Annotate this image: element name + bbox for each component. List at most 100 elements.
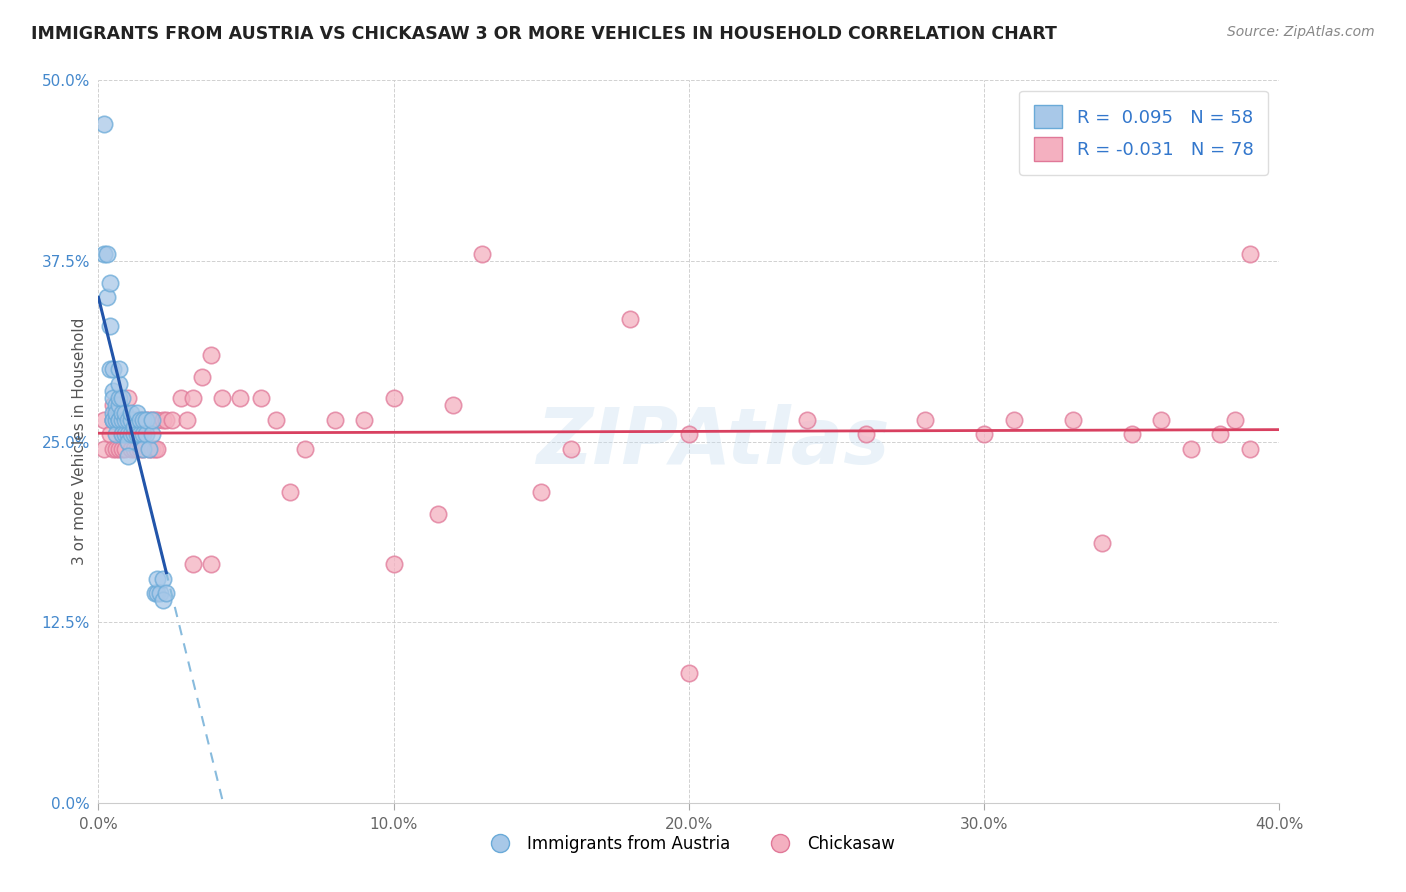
Point — [103, 398, 125, 412]
Point — [111, 406, 134, 420]
Point — [111, 413, 134, 427]
Point — [103, 413, 125, 427]
Point — [152, 593, 174, 607]
Point — [96, 246, 118, 260]
Text: IMMIGRANTS FROM AUSTRIA VS CHICKASAW 3 OR MORE VEHICLES IN HOUSEHOLD CORRELATION: IMMIGRANTS FROM AUSTRIA VS CHICKASAW 3 O… — [31, 25, 1057, 43]
Point — [678, 665, 700, 680]
Point — [162, 413, 183, 427]
Point — [143, 586, 166, 600]
Point — [152, 413, 174, 427]
Point — [93, 442, 115, 456]
Point — [138, 442, 160, 456]
Point — [132, 413, 155, 427]
Point — [111, 413, 134, 427]
Point — [105, 413, 128, 427]
Point — [114, 427, 136, 442]
Point — [353, 413, 375, 427]
Point — [200, 348, 222, 362]
Point — [103, 362, 125, 376]
Point — [111, 427, 134, 442]
Point — [1150, 413, 1173, 427]
Point — [143, 413, 166, 427]
Point — [108, 398, 131, 412]
Point — [122, 442, 145, 456]
Point — [108, 413, 131, 427]
Point — [120, 427, 142, 442]
Point — [103, 442, 125, 456]
Point — [146, 586, 169, 600]
Point — [143, 442, 166, 456]
Point — [619, 311, 641, 326]
Point — [103, 413, 125, 427]
Point — [98, 362, 121, 376]
Point — [103, 384, 125, 398]
Point — [1180, 442, 1202, 456]
Point — [125, 406, 148, 420]
Point — [132, 442, 155, 456]
Point — [229, 391, 252, 405]
Point — [149, 586, 172, 600]
Point — [973, 427, 995, 442]
Point — [280, 485, 302, 500]
Point — [122, 420, 145, 434]
Point — [138, 413, 160, 427]
Point — [170, 391, 193, 405]
Point — [855, 427, 877, 442]
Point — [211, 391, 233, 405]
Point — [141, 413, 163, 427]
Point — [382, 391, 405, 405]
Point — [114, 413, 136, 427]
Point — [108, 413, 131, 427]
Point — [181, 391, 204, 405]
Point — [117, 449, 139, 463]
Point — [117, 391, 139, 405]
Point — [108, 376, 131, 391]
Y-axis label: 3 or more Vehicles in Household: 3 or more Vehicles in Household — [72, 318, 87, 566]
Point — [117, 413, 139, 427]
Point — [105, 442, 128, 456]
Point — [103, 391, 125, 405]
Point — [1239, 442, 1261, 456]
Legend: Immigrants from Austria, Chickasaw: Immigrants from Austria, Chickasaw — [477, 828, 901, 860]
Point — [1225, 413, 1247, 427]
Point — [120, 413, 142, 427]
Point — [122, 413, 145, 427]
Point — [1002, 413, 1025, 427]
Point — [98, 318, 121, 333]
Point — [128, 427, 150, 442]
Point — [98, 427, 121, 442]
Point — [122, 427, 145, 442]
Point — [128, 413, 150, 427]
Point — [128, 413, 150, 427]
Point — [141, 413, 163, 427]
Point — [1209, 427, 1232, 442]
Text: Source: ZipAtlas.com: Source: ZipAtlas.com — [1227, 25, 1375, 39]
Point — [264, 413, 287, 427]
Point — [294, 442, 316, 456]
Point — [98, 276, 121, 290]
Point — [141, 427, 163, 442]
Point — [914, 413, 936, 427]
Text: ZIPAtlas: ZIPAtlas — [536, 403, 890, 480]
Point — [1091, 535, 1114, 549]
Point — [1062, 413, 1084, 427]
Point — [108, 442, 131, 456]
Point — [108, 391, 131, 405]
Point — [250, 391, 273, 405]
Point — [155, 586, 177, 600]
Point — [105, 406, 128, 420]
Point — [152, 572, 174, 586]
Point — [135, 413, 157, 427]
Point — [155, 413, 177, 427]
Point — [796, 413, 818, 427]
Point — [120, 406, 142, 420]
Point — [200, 558, 222, 572]
Point — [132, 427, 155, 442]
Point — [191, 369, 214, 384]
Point — [108, 413, 131, 427]
Point — [120, 413, 142, 427]
Point — [323, 413, 346, 427]
Point — [96, 290, 118, 304]
Point — [441, 398, 464, 412]
Point — [114, 406, 136, 420]
